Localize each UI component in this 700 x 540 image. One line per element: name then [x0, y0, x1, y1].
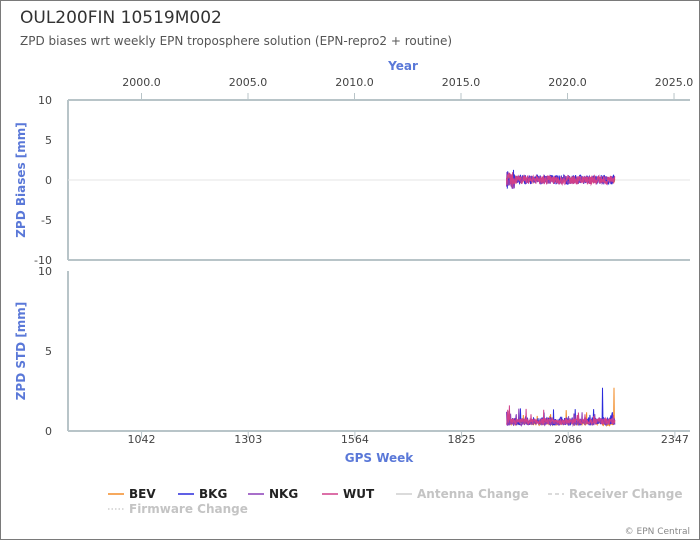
y-tick-label-std-2: 0 [45, 425, 52, 438]
top-tick-label-0: 2000.0 [122, 76, 161, 89]
top-axis-label: Year [387, 59, 418, 73]
bottom-tick-label-5: 2347 [661, 433, 689, 446]
series-line-std-wut [506, 405, 616, 426]
y-tick-label-std-1: 5 [45, 345, 52, 358]
top-tick-label-1: 2005.0 [229, 76, 268, 89]
legend-label-nkg: NKG [269, 487, 298, 501]
top-tick-label-5: 2025.0 [655, 76, 694, 89]
bottom-tick-label-3: 1825 [448, 433, 476, 446]
y-tick-label-bias-3: -5 [41, 214, 52, 227]
y-tick-label-bias-2: 0 [45, 174, 52, 187]
y-tick-label-bias-0: 10 [38, 94, 52, 107]
top-tick-label-4: 2020.0 [548, 76, 587, 89]
legend-label-bev: BEV [129, 487, 156, 501]
top-tick-label-3: 2015.0 [442, 76, 481, 89]
bottom-tick-label-4: 2086 [554, 433, 582, 446]
chart-title: OUL200FIN 10519M002 [20, 8, 222, 28]
legend-label-antenna-change: Antenna Change [417, 487, 529, 501]
series-line-bias-wut [506, 172, 616, 188]
bottom-axis-label: GPS Week [345, 451, 415, 465]
bottom-tick-label-2: 1564 [341, 433, 369, 446]
legend-label-wut: WUT [343, 487, 375, 501]
top-tick-label-2: 2010.0 [335, 76, 374, 89]
legend-label-bkg: BKG [199, 487, 227, 501]
y-axis-label-std: ZPD STD [mm] [14, 302, 28, 401]
y-tick-label-bias-1: 5 [45, 134, 52, 147]
y-axis-label-bias: ZPD Biases [mm] [14, 122, 28, 238]
bottom-tick-label-0: 1042 [128, 433, 156, 446]
credit-label: © EPN Central [624, 527, 690, 537]
y-tick-label-std-0: 10 [38, 265, 52, 278]
bottom-tick-label-1: 1303 [234, 433, 262, 446]
chart-subtitle: ZPD biases wrt weekly EPN troposphere so… [20, 34, 453, 48]
legend-label-firmware-change: Firmware Change [129, 502, 248, 516]
legend-label-receiver-change: Receiver Change [569, 487, 683, 501]
y-tick-label-bias-4: -10 [34, 254, 52, 267]
